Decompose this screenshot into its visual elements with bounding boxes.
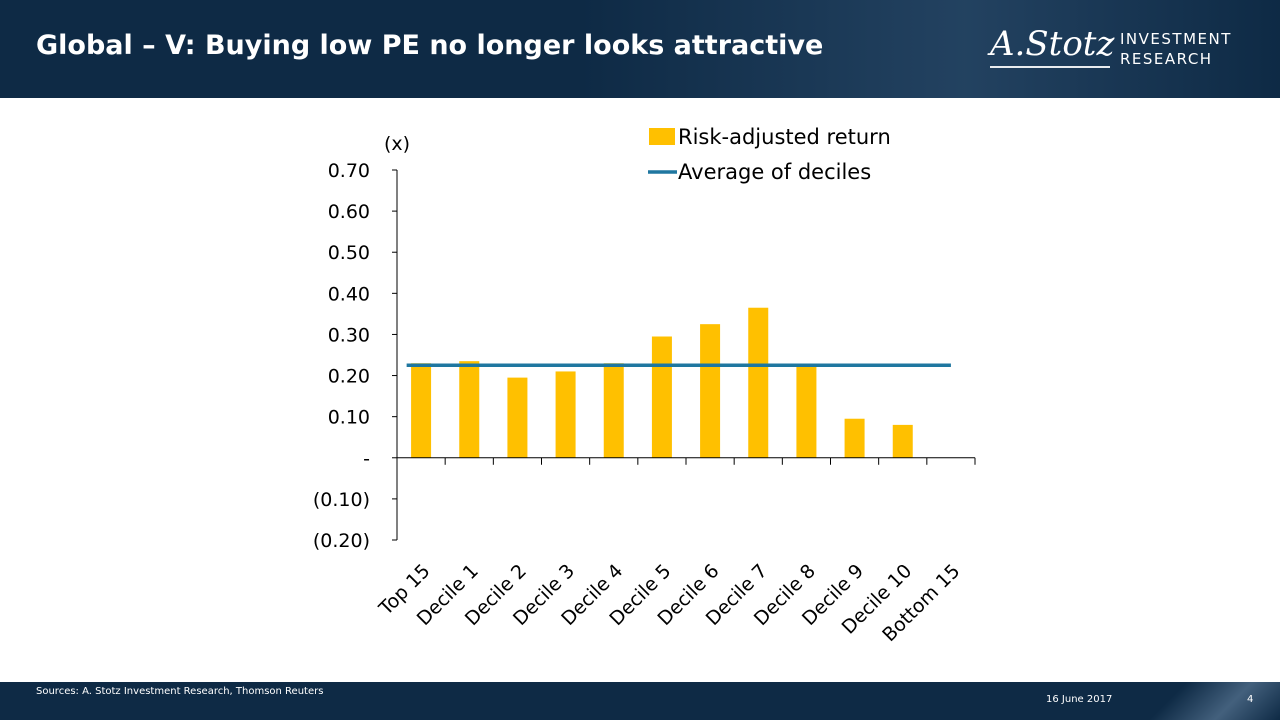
page-number: 4 [1247,694,1254,705]
slide-footer: Sources: A. Stotz Investment Research, T… [0,682,1280,720]
y-unit-label: (x) [384,133,410,155]
footer-shine [1100,682,1280,720]
bar-8 [748,307,769,458]
legend-label-bar: Risk-adjusted return [678,125,891,149]
y-tick-label-7: 0.10 [328,407,370,429]
legend-label-line: Average of deciles [678,160,871,184]
logo-text-research: RESEARCH [1120,50,1213,68]
company-logo: A.Stotz INVESTMENT RESEARCH [990,22,1260,78]
bar-5 [603,363,624,458]
y-tick-label-6: 0.20 [328,366,370,388]
bar-4 [555,371,576,458]
y-tick-label-10: (0.20) [313,530,370,552]
logo-text-investment: INVESTMENT [1120,30,1232,48]
bar-11 [892,424,913,458]
header-gradient [580,0,1280,98]
y-tick-label-1: 0.70 [328,160,370,182]
logo-script: A.Stotz [990,24,1115,64]
logo-underline [990,66,1110,68]
slide-title: Global – V: Buying low PE no longer look… [36,30,824,61]
footer-date: 16 June 2017 [1046,694,1113,705]
y-tick-label-2: 0.60 [328,201,370,223]
bar-6 [651,336,672,458]
bar-10 [844,418,865,458]
bar-7 [700,324,721,458]
y-tick-label-5: 0.30 [328,324,370,346]
source-note: Sources: A. Stotz Investment Research, T… [36,686,324,697]
slide-header: Global – V: Buying low PE no longer look… [0,0,1280,98]
bar-9 [796,365,817,458]
bar-3 [507,377,528,458]
y-tick-label-4: 0.40 [328,283,370,305]
y-tick-label-9: (0.10) [313,489,370,511]
bar-chart: 0.70 0.60 0.50 0.40 0.30 0.20 0.10 - (0.10) (0.20… [313,125,976,646]
y-tick-label-3: 0.50 [328,242,370,264]
bar-1 [411,363,432,458]
y-tick-label-8: - [363,448,370,470]
legend-swatch-bar [649,128,675,145]
bar-2 [459,361,480,458]
